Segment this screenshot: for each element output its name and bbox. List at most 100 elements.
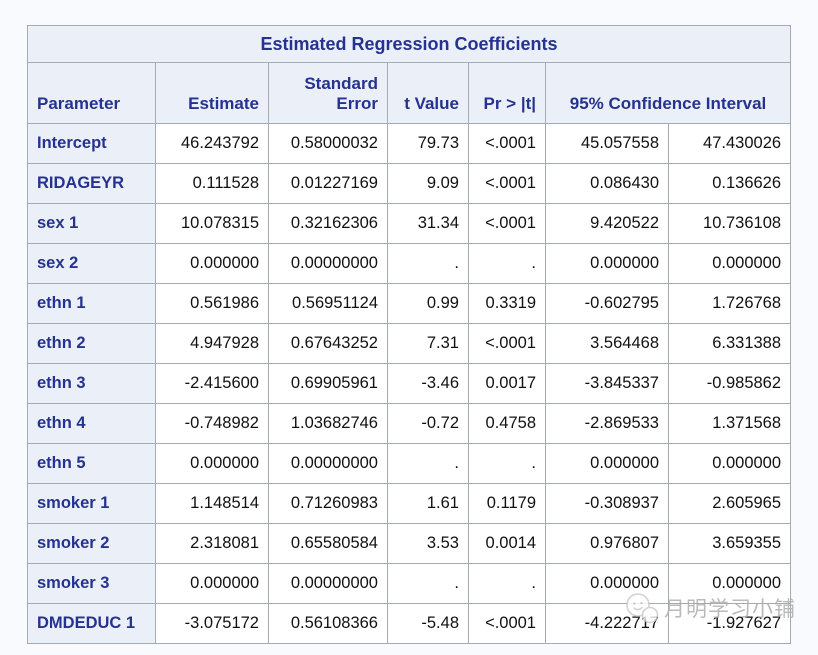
t-value-cell: 3.53 xyxy=(387,523,469,564)
ci-upper-cell: 0.000000 xyxy=(667,443,792,484)
ci-lower-cell: 0.976807 xyxy=(545,523,669,564)
t-value-cell: 31.34 xyxy=(387,203,469,244)
estimate-cell: 0.000000 xyxy=(155,243,269,284)
std-error-cell: 0.00000000 xyxy=(268,563,388,604)
std-error-cell: 0.56951124 xyxy=(268,283,388,324)
col-header-t-value: t Value xyxy=(387,62,469,124)
table-row: smoker 2 2.318081 0.65580584 3.53 0.0014… xyxy=(27,523,792,564)
col-header-confidence-interval: 95% Confidence Interval xyxy=(544,62,792,124)
ci-upper-cell: 2.605965 xyxy=(667,483,792,524)
parameter-cell: ethn 2 xyxy=(27,323,156,364)
table-row: sex 1 10.078315 0.32162306 31.34 <.0001 … xyxy=(27,203,792,244)
parameter-cell: ethn 3 xyxy=(27,363,156,404)
table-row: DMDEDUC 1 -3.075172 0.56108366 -5.48 <.0… xyxy=(27,603,792,644)
table-title-row: Estimated Regression Coefficients xyxy=(26,25,792,63)
ci-lower-cell: -2.869533 xyxy=(545,403,669,444)
table-row: smoker 1 1.148514 0.71260983 1.61 0.1179… xyxy=(27,483,792,524)
t-value-cell: 7.31 xyxy=(387,323,469,364)
ci-upper-cell: 10.736108 xyxy=(667,203,792,244)
std-error-cell: 0.00000000 xyxy=(268,243,388,284)
pr-t-cell: . xyxy=(468,563,546,604)
std-error-cell: 0.01227169 xyxy=(268,163,388,204)
estimate-cell: 46.243792 xyxy=(155,123,269,164)
pr-t-cell: . xyxy=(468,243,546,284)
ci-lower-cell: 0.000000 xyxy=(545,563,669,604)
pr-t-cell: <.0001 xyxy=(468,603,546,644)
pr-t-cell: 0.3319 xyxy=(468,283,546,324)
table-row: ethn 4 -0.748982 1.03682746 -0.72 0.4758… xyxy=(27,403,792,444)
parameter-cell: ethn 5 xyxy=(27,443,156,484)
ci-upper-cell: 0.000000 xyxy=(667,563,792,604)
parameter-cell: ethn 4 xyxy=(27,403,156,444)
ci-upper-cell: 6.331388 xyxy=(667,323,792,364)
table-row: ethn 2 4.947928 0.67643252 7.31 <.0001 3… xyxy=(27,323,792,364)
col-header-estimate: Estimate xyxy=(155,62,269,124)
ci-upper-cell: 0.136626 xyxy=(667,163,792,204)
pr-t-cell: 0.1179 xyxy=(468,483,546,524)
ci-upper-cell: 3.659355 xyxy=(667,523,792,564)
table-row: ethn 1 0.561986 0.56951124 0.99 0.3319 -… xyxy=(27,283,792,324)
parameter-cell: smoker 3 xyxy=(27,563,156,604)
pr-t-cell: 0.4758 xyxy=(468,403,546,444)
ci-lower-cell: -4.222717 xyxy=(545,603,669,644)
parameter-cell: sex 2 xyxy=(27,243,156,284)
pr-t-cell: <.0001 xyxy=(468,163,546,204)
std-error-cell: 0.65580584 xyxy=(268,523,388,564)
estimate-cell: 1.148514 xyxy=(155,483,269,524)
estimate-cell: 2.318081 xyxy=(155,523,269,564)
ci-upper-cell: -1.927627 xyxy=(667,603,792,644)
ci-upper-cell: 1.371568 xyxy=(667,403,792,444)
estimate-cell: 0.000000 xyxy=(155,563,269,604)
t-value-cell: 1.61 xyxy=(387,483,469,524)
estimate-cell: 0.111528 xyxy=(155,163,269,204)
std-error-cell: 0.71260983 xyxy=(268,483,388,524)
t-value-cell: -5.48 xyxy=(387,603,469,644)
parameter-cell: Intercept xyxy=(27,123,156,164)
ci-upper-cell: 47.430026 xyxy=(667,123,792,164)
pr-t-cell: <.0001 xyxy=(468,323,546,364)
ci-lower-cell: 0.000000 xyxy=(545,443,669,484)
ci-upper-cell: -0.985862 xyxy=(667,363,792,404)
ci-lower-cell: -0.308937 xyxy=(545,483,669,524)
estimate-cell: 0.561986 xyxy=(155,283,269,324)
std-error-cell: 0.32162306 xyxy=(268,203,388,244)
ci-lower-cell: -3.845337 xyxy=(545,363,669,404)
table-title: Estimated Regression Coefficients xyxy=(26,25,792,63)
pr-t-cell: . xyxy=(468,443,546,484)
std-error-cell: 0.58000032 xyxy=(268,123,388,164)
t-value-cell: . xyxy=(387,563,469,604)
std-error-cell: 1.03682746 xyxy=(268,403,388,444)
table-body: Intercept 46.243792 0.58000032 79.73 <.0… xyxy=(27,123,792,644)
ci-lower-cell: 0.000000 xyxy=(545,243,669,284)
std-error-cell: 0.00000000 xyxy=(268,443,388,484)
table-row: sex 2 0.000000 0.00000000 . . 0.000000 0… xyxy=(27,243,792,284)
ci-upper-cell: 0.000000 xyxy=(667,243,792,284)
parameter-cell: RIDAGEYR xyxy=(27,163,156,204)
t-value-cell: 79.73 xyxy=(387,123,469,164)
ci-upper-cell: 1.726768 xyxy=(667,283,792,324)
ci-lower-cell: 3.564468 xyxy=(545,323,669,364)
pr-t-cell: <.0001 xyxy=(468,123,546,164)
table-row: Intercept 46.243792 0.58000032 79.73 <.0… xyxy=(27,123,792,164)
t-value-cell: . xyxy=(387,243,469,284)
estimate-cell: -3.075172 xyxy=(155,603,269,644)
t-value-cell: -3.46 xyxy=(387,363,469,404)
pr-t-cell: <.0001 xyxy=(468,203,546,244)
estimate-cell: 0.000000 xyxy=(155,443,269,484)
col-header-pr-t: Pr > |t| xyxy=(468,62,546,124)
parameter-cell: sex 1 xyxy=(27,203,156,244)
col-header-standard-error: Standard Error xyxy=(268,62,388,124)
pr-t-cell: 0.0017 xyxy=(468,363,546,404)
parameter-cell: smoker 1 xyxy=(27,483,156,524)
estimate-cell: -0.748982 xyxy=(155,403,269,444)
t-value-cell: 0.99 xyxy=(387,283,469,324)
ci-lower-cell: 9.420522 xyxy=(545,203,669,244)
table-row: ethn 3 -2.415600 0.69905961 -3.46 0.0017… xyxy=(27,363,792,404)
estimate-cell: 4.947928 xyxy=(155,323,269,364)
t-value-cell: 9.09 xyxy=(387,163,469,204)
std-error-cell: 0.56108366 xyxy=(268,603,388,644)
col-header-parameter: Parameter xyxy=(27,62,156,124)
regression-coefficients-table: Estimated Regression Coefficients Parame… xyxy=(26,25,792,644)
estimate-cell: -2.415600 xyxy=(155,363,269,404)
